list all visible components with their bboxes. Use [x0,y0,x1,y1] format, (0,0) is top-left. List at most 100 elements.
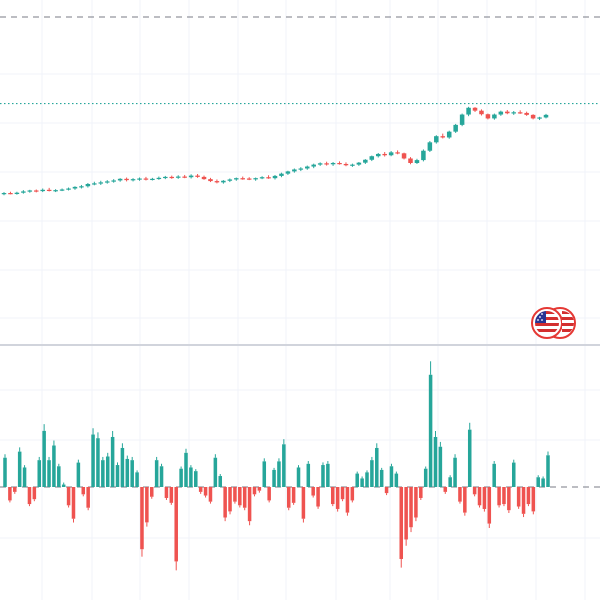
volume-bar[interactable] [521,487,526,518]
candle[interactable] [175,175,181,179]
volume-bar[interactable] [140,487,144,557]
candle[interactable] [124,177,129,182]
volume-bar[interactable] [340,487,345,502]
candle[interactable] [472,107,478,112]
volume-bar[interactable] [335,487,340,512]
volume-bar[interactable] [399,487,404,568]
candle[interactable] [292,168,297,173]
volume-bar[interactable] [360,476,364,487]
candle[interactable] [150,177,155,181]
volume-bar[interactable] [27,487,32,507]
candle[interactable] [414,158,420,164]
volume-bar[interactable] [228,487,232,515]
candle[interactable] [453,123,458,133]
volume-bar[interactable] [13,487,17,494]
candle[interactable] [427,141,433,153]
candle[interactable] [46,187,52,192]
candle[interactable] [337,161,342,165]
volume-bar[interactable] [120,443,125,487]
volume-bar[interactable] [145,487,149,527]
candle[interactable] [117,178,123,182]
candle[interactable] [111,179,116,183]
volume-bar[interactable] [223,487,227,522]
candle[interactable] [305,165,310,170]
volume-bar[interactable] [130,456,134,487]
volume-bar[interactable] [536,475,540,487]
candle[interactable] [182,174,187,179]
volume-bar[interactable] [203,487,208,498]
volume-bar[interactable] [110,430,115,487]
candle[interactable] [98,180,104,185]
volume-bar[interactable] [511,459,516,487]
volume-bar[interactable] [213,454,218,487]
candle[interactable] [382,152,387,157]
volume-bar[interactable] [458,487,462,504]
volume-bar[interactable] [169,487,174,505]
candle[interactable] [53,189,58,193]
candle[interactable] [137,177,142,181]
candle[interactable] [317,162,323,166]
volume-bar[interactable] [257,487,262,493]
volume-bar[interactable] [477,487,482,508]
volume-bar[interactable] [81,487,86,497]
candle[interactable] [530,114,536,120]
candle[interactable] [8,191,13,195]
volume-bar[interactable] [42,424,46,487]
candle[interactable] [253,177,258,181]
volume-bar[interactable] [218,474,223,487]
volume-bar[interactable] [272,467,276,487]
candle[interactable] [208,177,213,183]
volume-bar[interactable] [57,463,61,487]
volume-bar[interactable] [321,462,325,487]
candle[interactable] [343,162,349,167]
candle[interactable] [434,135,439,144]
price-series[interactable] [1,106,549,196]
volume-bar[interactable] [76,459,81,487]
volume-bar[interactable] [526,487,531,507]
volume-bar[interactable] [428,361,433,487]
candle[interactable] [485,113,491,120]
volume-bar[interactable] [282,439,286,487]
volume-bar[interactable] [326,461,330,487]
volume-bar[interactable] [86,487,90,511]
candle[interactable] [440,133,446,139]
volume-bar[interactable] [389,463,394,487]
volume-bar[interactable] [375,443,379,487]
candle[interactable] [375,152,381,158]
volume-bar[interactable] [316,487,320,509]
candle[interactable] [324,161,329,166]
volume-bar[interactable] [350,487,355,503]
volume-bar[interactable] [96,432,100,487]
volume-bar[interactable] [71,487,76,523]
candle[interactable] [104,180,110,184]
volume-bar[interactable] [115,462,120,487]
volume-bar[interactable] [105,452,110,487]
volume-bar[interactable] [159,463,164,487]
candle[interactable] [214,179,220,184]
volume-bar[interactable] [179,466,183,487]
candle[interactable] [369,155,375,162]
volume-bar[interactable] [409,487,413,533]
candle[interactable] [85,183,91,188]
volume-bar[interactable] [394,471,399,487]
candle[interactable] [498,110,504,116]
volume-bar[interactable] [135,470,139,487]
volume-bar[interactable] [61,482,66,487]
volume-bar[interactable] [52,440,56,487]
candle[interactable] [34,189,39,193]
volume-bar[interactable] [233,487,237,504]
volume-bar[interactable] [17,447,22,487]
volume-bar[interactable] [438,441,443,487]
candle[interactable] [40,188,45,193]
volume-bar[interactable] [8,487,12,503]
candle[interactable] [143,176,149,181]
candle[interactable] [201,175,207,180]
candle[interactable] [537,116,542,121]
candle[interactable] [59,188,65,192]
candle[interactable] [395,150,400,155]
volume-series[interactable] [3,361,550,571]
volume-bar[interactable] [208,487,213,504]
candle[interactable] [421,149,426,162]
candle[interactable] [479,109,484,116]
volume-bar[interactable] [497,487,501,508]
